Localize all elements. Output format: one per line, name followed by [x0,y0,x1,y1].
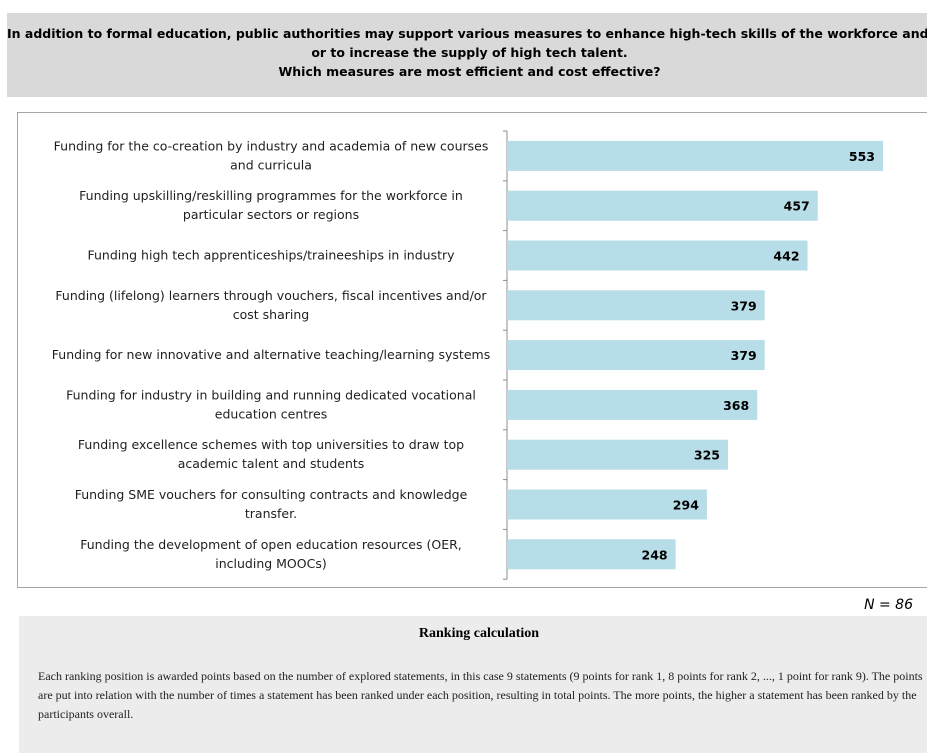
category-label-line: Funding high tech apprenticeships/traine… [87,248,455,263]
category-label: Funding for new innovative and alternati… [52,347,490,362]
category-label-line: Funding for new innovative and alternati… [52,347,490,362]
category-label-line: Funding SME vouchers for consulting cont… [75,487,468,502]
question-line-2: or to increase the supply of high tech t… [311,45,628,60]
category-label-line: education centres [215,406,327,421]
category-label-line: academic talent and students [178,456,365,471]
bar-value-label: 325 [694,448,720,463]
bar [507,439,728,470]
bar-value-label: 442 [773,249,799,264]
question-line-3: Which measures are most efficient and co… [278,64,661,79]
bar-value-label: 294 [673,498,699,513]
bar-value-label: 553 [849,149,875,164]
category-label: Funding for the co-creation by industry … [54,138,489,172]
chart-frame: 553 Funding for the co-creation by indust… [17,112,927,588]
bar [507,340,765,371]
bar-value-label: 368 [723,398,749,413]
category-label: Funding (lifelong) learners through vouc… [55,288,487,322]
category-label-line: including MOOCs) [215,556,326,571]
category-label-line: Funding the development of open educatio… [80,537,462,552]
category-label-line: Funding for the co-creation by industry … [54,138,489,153]
bar-value-label: 457 [784,199,810,214]
bar-chart: 553 Funding for the co-creation by indust… [52,130,883,580]
bar [507,140,883,171]
question-header: In addition to formal education, public … [7,13,927,97]
ranking-calculation-box: Ranking calculation Each ranking positio… [19,616,927,753]
category-label-line: particular sectors or regions [183,207,359,222]
bar [507,389,758,420]
category-label-line: Funding (lifelong) learners through vouc… [55,288,487,303]
category-label-line: cost sharing [233,307,309,322]
bar-value-label: 379 [731,348,757,363]
sample-size-label: N = 86 [864,597,913,613]
category-label: Funding for industry in building and run… [66,387,476,421]
category-label-line: and curricula [230,157,312,172]
category-label: Funding upskilling/reskilling programmes… [79,188,463,222]
bar [507,489,707,520]
bar-value-label: 379 [731,298,757,313]
category-label: Funding excellence schemes with top univ… [78,437,464,471]
category-label: Funding high tech apprenticeships/traine… [87,248,455,263]
category-label-line: transfer. [245,506,297,521]
bar [507,539,676,570]
category-label-line: Funding upskilling/reskilling programmes… [79,188,463,203]
category-label: Funding the development of open educatio… [80,537,462,571]
category-label: Funding SME vouchers for consulting cont… [75,487,468,521]
bar [507,240,808,271]
bar [507,190,818,221]
ranking-calculation-title: Ranking calculation [418,626,540,641]
question-line-1: In addition to formal education, public … [7,26,927,41]
ranking-calculation-text: Each ranking position is awarded points … [38,669,923,721]
bar-value-label: 248 [642,547,668,562]
bar [507,290,765,321]
category-label-line: Funding for industry in building and run… [66,387,476,402]
category-label-line: Funding excellence schemes with top univ… [78,437,464,452]
